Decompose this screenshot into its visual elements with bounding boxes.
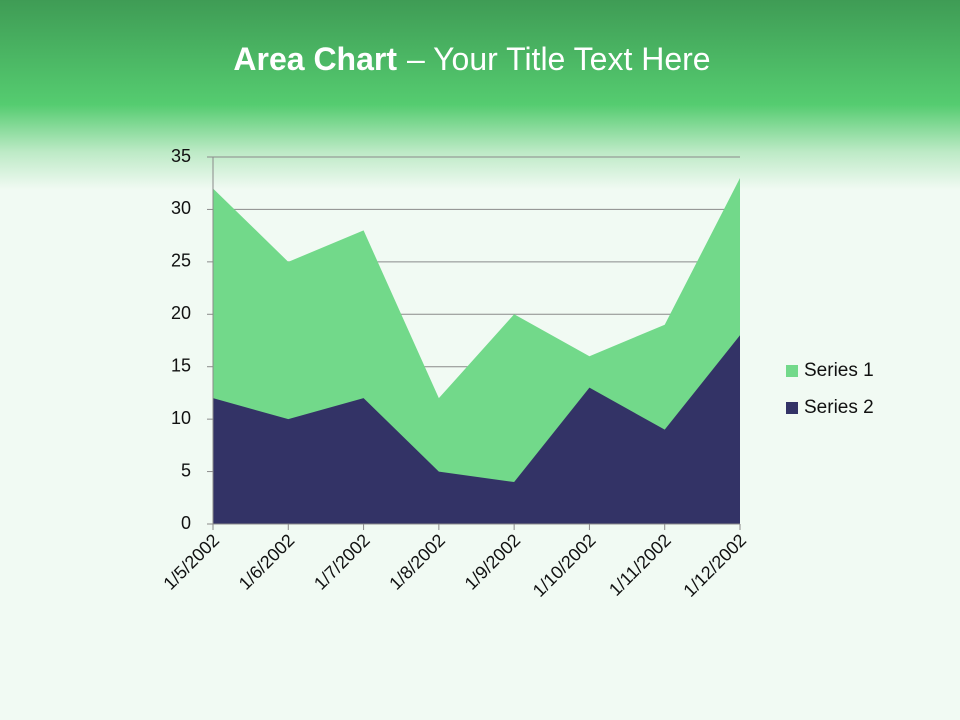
title-bold: Area Chart xyxy=(233,41,397,77)
slide-title: Area Chart – Your Title Text Here xyxy=(233,41,710,77)
legend-label: Series 2 xyxy=(804,397,874,418)
title-rest: – Your Title Text Here xyxy=(407,41,711,77)
legend-swatch xyxy=(786,402,798,414)
y-tick-label: 5 xyxy=(181,460,191,480)
y-tick-label: 35 xyxy=(171,146,191,166)
y-tick-label: 30 xyxy=(171,198,191,218)
legend-swatch xyxy=(786,365,798,377)
y-tick-label: 25 xyxy=(171,251,191,271)
y-tick-label: 0 xyxy=(181,513,191,533)
y-tick-label: 20 xyxy=(171,303,191,323)
header-band xyxy=(0,0,960,190)
legend-label: Series 1 xyxy=(804,360,874,381)
y-tick-label: 10 xyxy=(171,408,191,428)
y-tick-label: 15 xyxy=(171,355,191,375)
area xyxy=(213,335,740,524)
